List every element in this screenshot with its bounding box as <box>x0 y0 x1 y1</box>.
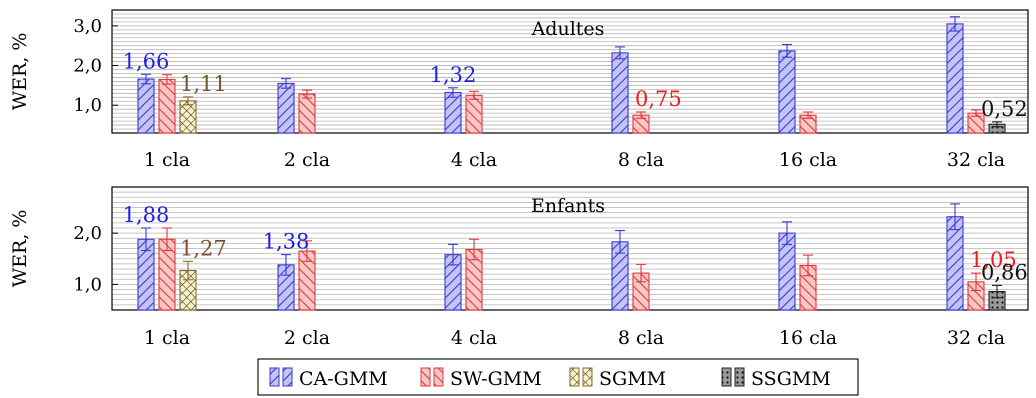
panel-adultes: 1,0 2,0 3,0 WER, % Adultes 1 cla 2 cla 4 cla 8 c… <box>9 9 1029 171</box>
legend-swatch <box>569 367 580 387</box>
legend-swatch <box>282 367 293 387</box>
x-tick-label: 2 cla <box>284 327 330 349</box>
x-tick-label: 32 cla <box>947 149 1005 171</box>
error-bar-sw-gmm-4-cla <box>469 238 479 261</box>
y-tick-label: 3,0 <box>73 16 102 37</box>
bar-ca-gmm-32-cla <box>946 216 964 311</box>
chart-panels: 1,0 2,0 3,0 WER, % Adultes 1 cla 2 cla 4 cla 8 c… <box>9 9 1029 349</box>
legend-swatch <box>734 367 745 387</box>
error-bar-sw-gmm-16-cla <box>803 111 813 119</box>
data-label-sw-gmm-8-cla: 0,75 <box>635 87 682 111</box>
error-bar-sw-gmm-2-cla <box>302 89 312 99</box>
data-label-sgmm-1-cla: 1,11 <box>180 72 227 96</box>
legend-label: SSGMM <box>751 368 831 390</box>
bar-sw-gmm-1-cla <box>158 78 176 134</box>
error-bar-sw-gmm-1-cla <box>162 227 172 252</box>
error-bar-ca-gmm-16-cla <box>782 221 792 245</box>
error-bar-sgmm-1-cla <box>183 96 193 106</box>
x-tick-label: 8 cla <box>618 149 664 171</box>
legend-entry-sgmm: SGMM <box>569 367 666 390</box>
data-label-ca-gmm-2-cla: 1,38 <box>263 230 310 254</box>
data-label-sw-gmm-32-cla: 1,05 <box>970 248 1017 272</box>
error-bar-sw-gmm-4-cla <box>469 90 479 100</box>
plot-frame <box>111 9 1029 134</box>
panel-title: Enfants <box>531 195 605 217</box>
legend-label: SW-GMM <box>450 368 542 390</box>
data-label-ca-gmm-4-cla: 1,32 <box>430 63 477 87</box>
y-axis-label: WER, % <box>9 33 31 111</box>
error-bar-sw-gmm-16-cla <box>803 254 813 277</box>
bar-ca-gmm-4-cla <box>444 91 462 134</box>
bar-ca-gmm-32-cla <box>946 23 964 134</box>
legend-label: CA-GMM <box>299 368 388 390</box>
y-tick-label: 2,0 <box>73 223 102 244</box>
bar-sgmm-1-cla <box>179 100 197 134</box>
bar-ca-gmm-2-cla <box>277 82 295 134</box>
x-tick-label: 1 cla <box>144 327 190 349</box>
legend-swatch <box>721 367 732 387</box>
error-bar-ca-gmm-8-cla <box>615 230 625 254</box>
error-bar-sw-gmm-8-cla <box>636 263 646 283</box>
error-bar-sw-gmm-32-cla <box>971 109 981 117</box>
error-bar-ssgmm-32-cla <box>992 121 1002 128</box>
x-tick-label: 16 cla <box>779 327 837 349</box>
bar-sw-gmm-4-cla <box>465 94 483 134</box>
y-tick-label: 1,0 <box>73 274 102 295</box>
x-tick-label: 8 cla <box>618 327 664 349</box>
legend: CA-GMM SW-GMM SGMM SSGMM <box>257 358 859 396</box>
error-bar-ca-gmm-4-cla <box>448 87 458 98</box>
legend-entry-sw-gmm: SW-GMM <box>420 367 542 390</box>
error-bar-ca-gmm-16-cla <box>782 43 792 58</box>
x-tick-label: 2 cla <box>284 149 330 171</box>
error-bar-ca-gmm-1-cla <box>141 73 151 85</box>
legend-swatch <box>582 367 593 387</box>
plot-frame <box>111 186 1029 311</box>
error-bar-sw-gmm-32-cla <box>971 272 981 292</box>
panel-title: Adultes <box>531 18 605 40</box>
legend-entry-ca-gmm: CA-GMM <box>269 367 388 390</box>
y-axis-label: WER, % <box>9 210 31 288</box>
data-label-ca-gmm-1-cla: 1,88 <box>123 203 170 227</box>
error-bar-ca-gmm-8-cla <box>615 46 625 60</box>
error-bar-ca-gmm-1-cla <box>141 227 151 252</box>
data-label-ssgmm-32-cla: 0,86 <box>981 260 1028 284</box>
y-tick-label: 2,0 <box>73 56 102 77</box>
legend-entry-ssgmm: SSGMM <box>721 367 831 390</box>
panel-enfants: 1,0 2,0 WER, % Enfants 1 cla 2 cla 4 cla 8 cla 1… <box>9 186 1029 349</box>
error-bar-ca-gmm-32-cla <box>950 16 960 32</box>
x-tick-label: 16 cla <box>779 149 837 171</box>
bar-ca-gmm-1-cla <box>137 78 155 134</box>
x-tick-label: 4 cla <box>451 327 497 349</box>
bar-ca-gmm-8-cla <box>611 52 629 134</box>
error-bar-ca-gmm-2-cla <box>281 78 291 89</box>
error-bar-sw-gmm-1-cla <box>162 74 172 85</box>
legend-swatch <box>420 367 431 387</box>
data-label-ssgmm-32-cla: 0,52 <box>981 97 1028 121</box>
x-tick-label: 1 cla <box>144 149 190 171</box>
error-bar-ca-gmm-4-cla <box>448 243 458 266</box>
data-label-ca-gmm-1-cla: 1,66 <box>123 49 170 73</box>
error-bar-sw-gmm-8-cla <box>636 111 646 119</box>
bar-sw-gmm-2-cla <box>298 93 316 134</box>
error-bar-sgmm-1-cla <box>183 260 193 281</box>
error-bar-ca-gmm-2-cla <box>281 254 291 276</box>
legend-swatch <box>269 367 280 387</box>
x-tick-label: 32 cla <box>947 327 1005 349</box>
error-bar-ssgmm-32-cla <box>992 284 1002 299</box>
legend-swatch <box>433 367 444 387</box>
x-tick-label: 4 cla <box>451 149 497 171</box>
y-tick-label: 1,0 <box>73 95 102 116</box>
data-label-sgmm-1-cla: 1,27 <box>180 236 227 260</box>
error-bar-ca-gmm-32-cla <box>950 203 960 231</box>
bar-ca-gmm-16-cla <box>778 50 796 134</box>
legend-label: SGMM <box>599 368 666 390</box>
legend-box <box>257 358 859 396</box>
error-bar-sw-gmm-2-cla <box>302 240 312 262</box>
